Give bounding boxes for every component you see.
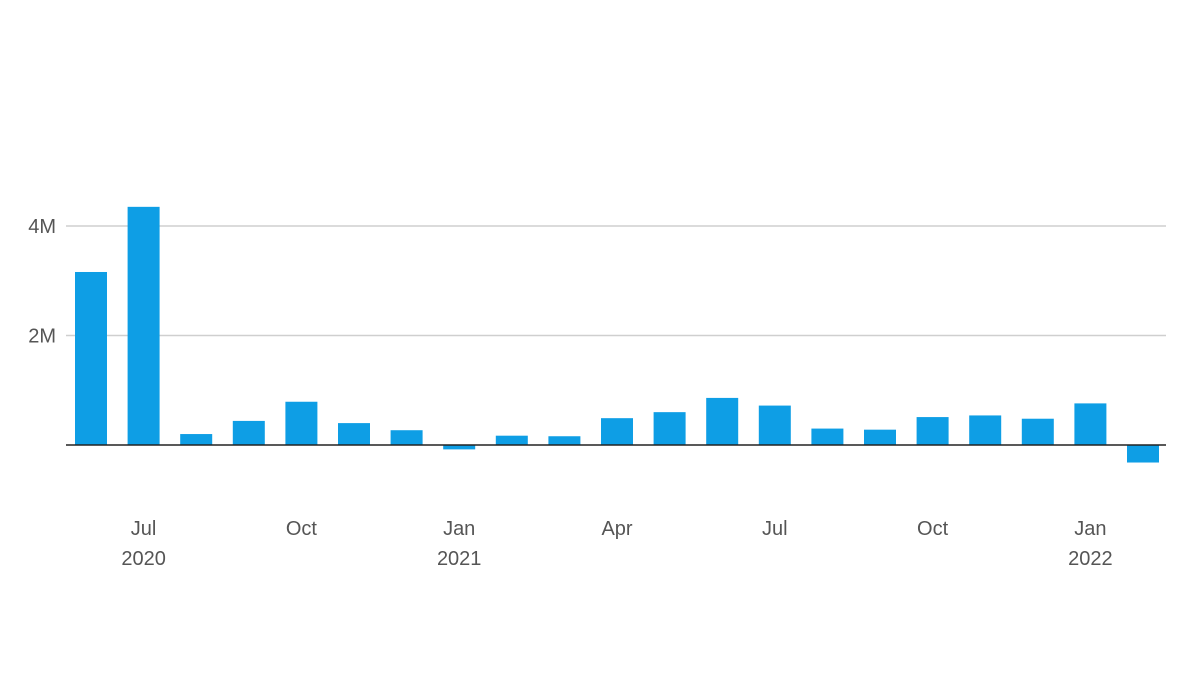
grid-lines [66,225,1166,337]
bar-2021-12 [1021,418,1054,445]
bars [75,206,1159,463]
x-tick-label: Jul [131,518,157,540]
bar-2021-10 [916,417,949,445]
x-tick-year-label: 2022 [1068,548,1113,570]
x-tick-label: Oct [286,518,318,540]
x-tick-label: Jan [443,518,475,540]
bar-2020-10 [285,401,318,445]
bar-2021-07 [758,405,791,445]
y-tick-label: 2M [28,326,56,348]
bar-2020-09 [232,420,265,445]
bar-2021-06 [706,397,739,445]
bar-2021-11 [969,415,1002,445]
bar-2020-12 [390,430,423,445]
bar-2021-01 [443,445,476,450]
x-tick-year-label: 2020 [121,548,166,570]
bar-2021-03 [548,436,581,445]
x-axis-ticks: Jul 2020 Oct Jan 2021 Apr Jul Oct Jan 2022 [121,518,1112,570]
bar-2020-06 [75,271,107,445]
bar-2020-11 [338,423,370,445]
bar-2020-07 [127,206,160,445]
x-tick-label: Jul [762,518,788,540]
bar-2021-02 [495,435,528,445]
x-tick-label: Oct [917,518,949,540]
y-axis-ticks: 4M 2M [28,216,56,348]
y-tick-label: 4M [28,216,56,238]
bar-2021-09 [864,429,896,445]
bar-2021-08 [811,428,844,445]
x-tick-label: Apr [601,518,632,540]
bar-2022-01 [1074,403,1107,445]
bar-2020-08 [180,434,213,445]
x-tick-year-label: 2021 [437,548,482,570]
bar-2021-05 [653,412,686,445]
bar-2022-02 [1127,445,1159,463]
x-tick-label: Jan [1074,518,1106,540]
bar-2021-04 [601,418,633,445]
